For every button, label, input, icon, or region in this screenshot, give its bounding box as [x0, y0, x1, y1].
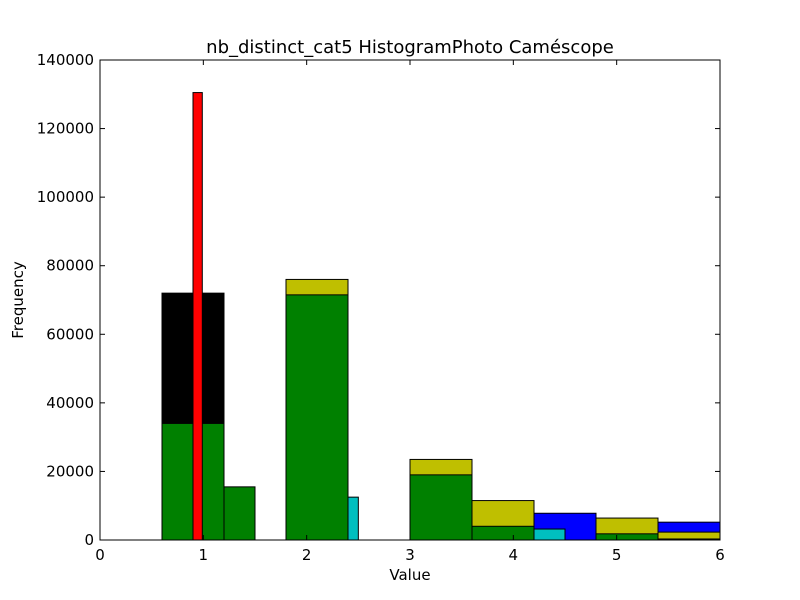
x-tick-label-5: 5	[612, 546, 622, 564]
y-tick-label-0: 0	[84, 531, 94, 549]
histogram-bar-s4-b2	[285, 294, 349, 541]
y-tick-label-6: 120000	[37, 120, 94, 138]
x-tick-label-0: 0	[95, 546, 105, 564]
y-tick-label-4: 80000	[46, 257, 94, 275]
y-tick-label-2: 40000	[46, 394, 94, 412]
y-tick-label-3: 60000	[46, 325, 94, 343]
histogram-bar-s2-b2	[533, 528, 566, 541]
x-tick-label-3: 3	[405, 546, 415, 564]
x-axis-ticks: 0 1 2 3 4 5 6	[95, 60, 725, 564]
bars-layer	[161, 92, 721, 541]
y-tick-label-5: 100000	[37, 188, 94, 206]
histogram-bar-s4-b4	[471, 525, 535, 541]
histogram-bar-s4-b1	[223, 486, 256, 541]
x-axis-label: Value	[389, 566, 430, 584]
x-tick-label-1: 1	[199, 546, 209, 564]
x-tick-label-2: 2	[302, 546, 312, 564]
histogram-bar-s4-b3	[409, 474, 473, 541]
y-axis-ticks: 0 20000 40000 60000 80000 100000 120000 140000	[37, 51, 720, 549]
y-tick-label-1: 20000	[46, 462, 94, 480]
y-tick-label-7: 140000	[37, 51, 94, 69]
y-axis-label: Frequency	[9, 261, 27, 339]
histogram-bar-s4-b5	[595, 533, 659, 541]
x-tick-label-6: 6	[715, 546, 725, 564]
chart-title: nb_distinct_cat5 HistogramPhoto Caméscop…	[206, 37, 614, 58]
histogram-bar-s5-b0	[192, 92, 203, 541]
x-tick-label-4: 4	[509, 546, 519, 564]
